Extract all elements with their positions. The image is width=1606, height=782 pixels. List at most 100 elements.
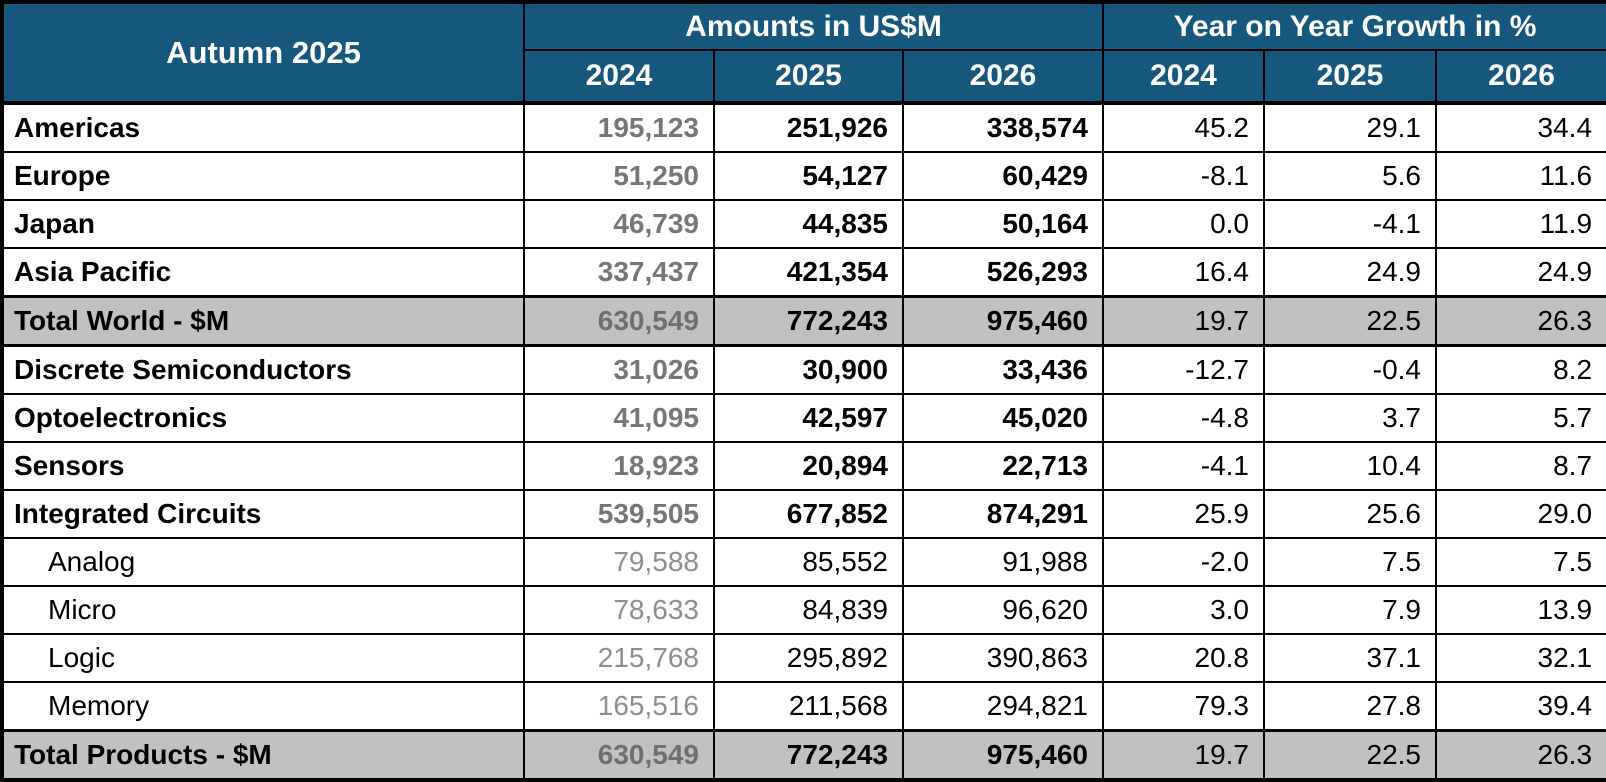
table-row: Discrete Semiconductors 31,026 30,900 33… [1,344,1606,395]
growth-2026-cell: 8.2 [1434,344,1606,395]
growth-2024-cell: -8.1 [1102,151,1265,201]
amount-2024-cell: 79,588 [523,537,715,587]
amount-2024-cell: 18,923 [523,441,715,491]
growth-2024-cell: 16.4 [1102,247,1265,298]
growth-2026-cell: 11.9 [1434,199,1606,249]
amount-2026-cell: 390,863 [902,633,1104,683]
amount-2026-cell: 874,291 [902,489,1104,539]
table-row: Memory 165,516 211,568 294,821 79.3 27.8… [1,681,1606,732]
growth-2025-cell: 37.1 [1263,633,1437,683]
growth-2024-cell: 25.9 [1102,489,1265,539]
row-label-cell: Total Products - $M [1,729,525,781]
growth-2025-cell: 25.6 [1263,489,1437,539]
growth-2025-cell: 5.6 [1263,151,1437,201]
growth-2025-cell: 27.8 [1263,681,1437,732]
growth-2026-cell: 29.0 [1434,489,1606,539]
row-label-cell: Micro [1,585,525,635]
growth-2024-cell: 20.8 [1102,633,1265,683]
growth-2024-cell: -4.8 [1102,393,1265,443]
table-title: Autumn 2025 [1,1,525,104]
row-label-cell: Integrated Circuits [1,489,525,539]
table-row: Total World - $M 630,549 772,243 975,460… [1,295,1606,347]
growth-2025-cell: 24.9 [1263,247,1437,298]
row-label-cell: Japan [1,199,525,249]
growth-2025-cell: -4.1 [1263,199,1437,249]
amount-2025-cell: 85,552 [713,537,904,587]
table-body: Americas 195,123 251,926 338,574 45.2 29… [1,102,1606,781]
row-label-cell: Discrete Semiconductors [1,344,525,395]
amount-2024-cell: 630,549 [523,729,715,781]
amount-2025-cell: 421,354 [713,247,904,298]
amount-2026-cell: 96,620 [902,585,1104,635]
growth-2026-cell: 32.1 [1434,633,1606,683]
row-label-cell: Europe [1,151,525,201]
amount-2025-cell: 772,243 [713,295,904,347]
growth-2025-cell: 7.9 [1263,585,1437,635]
table-row: Asia Pacific 337,437 421,354 526,293 16.… [1,247,1606,298]
row-label-cell: Optoelectronics [1,393,525,443]
amount-2025-cell: 251,926 [713,102,904,153]
amount-2025-cell: 677,852 [713,489,904,539]
amount-2024-cell: 78,633 [523,585,715,635]
growth-2024-cell: 19.7 [1102,295,1265,347]
table-header: Autumn 2025 Amounts in US$M Year on Year… [1,1,1606,104]
row-label-cell: Asia Pacific [1,247,525,298]
table-row: Europe 51,250 54,127 60,429 -8.1 5.6 11.… [1,151,1606,201]
amounts-year-2026-header: 2026 [902,49,1104,104]
growth-2026-cell: 7.5 [1434,537,1606,587]
amount-2024-cell: 337,437 [523,247,715,298]
growth-year-2026-header: 2026 [1434,49,1606,104]
amount-2025-cell: 295,892 [713,633,904,683]
growth-2026-cell: 5.7 [1434,393,1606,443]
growth-2026-cell: 39.4 [1434,681,1606,732]
amount-2026-cell: 526,293 [902,247,1104,298]
amount-2025-cell: 211,568 [713,681,904,732]
amount-2026-cell: 50,164 [902,199,1104,249]
amount-2026-cell: 91,988 [902,537,1104,587]
growth-2025-cell: 29.1 [1263,102,1437,153]
table-row: Sensors 18,923 20,894 22,713 -4.1 10.4 8… [1,441,1606,491]
growth-2026-cell: 26.3 [1434,729,1606,781]
growth-2024-cell: -12.7 [1102,344,1265,395]
amount-2025-cell: 84,839 [713,585,904,635]
table-row: Micro 78,633 84,839 96,620 3.0 7.9 13.9 [1,585,1606,635]
growth-2024-cell: 3.0 [1102,585,1265,635]
table-row: Analog 79,588 85,552 91,988 -2.0 7.5 7.5 [1,537,1606,587]
amount-2025-cell: 772,243 [713,729,904,781]
amount-2025-cell: 30,900 [713,344,904,395]
growth-year-2024-header: 2024 [1102,49,1265,104]
amounts-year-2025-header: 2025 [713,49,904,104]
amount-2026-cell: 294,821 [902,681,1104,732]
amount-2026-cell: 60,429 [902,151,1104,201]
table-row: Total Products - $M 630,549 772,243 975,… [1,729,1606,781]
row-label-cell: Logic [1,633,525,683]
amount-2026-cell: 975,460 [902,295,1104,347]
table-row: Integrated Circuits 539,505 677,852 874,… [1,489,1606,539]
row-label-cell: Memory [1,681,525,732]
growth-2024-cell: 45.2 [1102,102,1265,153]
amount-2026-cell: 45,020 [902,393,1104,443]
growth-2026-cell: 8.7 [1434,441,1606,491]
row-label-cell: Total World - $M [1,295,525,347]
growth-2026-cell: 11.6 [1434,151,1606,201]
row-label-cell: Analog [1,537,525,587]
amounts-group-header: Amounts in US$M [523,1,1104,51]
amount-2024-cell: 215,768 [523,633,715,683]
amounts-year-2024-header: 2024 [523,49,715,104]
growth-2024-cell: 79.3 [1102,681,1265,732]
amount-2026-cell: 33,436 [902,344,1104,395]
amount-2025-cell: 44,835 [713,199,904,249]
growth-2026-cell: 13.9 [1434,585,1606,635]
growth-2025-cell: 7.5 [1263,537,1437,587]
row-label-cell: Sensors [1,441,525,491]
table-row: Americas 195,123 251,926 338,574 45.2 29… [1,102,1606,153]
amount-2025-cell: 42,597 [713,393,904,443]
table-row: Optoelectronics 41,095 42,597 45,020 -4.… [1,393,1606,443]
growth-group-header: Year on Year Growth in % [1101,1,1606,51]
growth-2026-cell: 24.9 [1434,247,1606,298]
growth-2025-cell: 22.5 [1263,295,1437,347]
growth-2025-cell: 3.7 [1263,393,1437,443]
growth-2024-cell: -4.1 [1102,441,1265,491]
amount-2024-cell: 41,095 [523,393,715,443]
